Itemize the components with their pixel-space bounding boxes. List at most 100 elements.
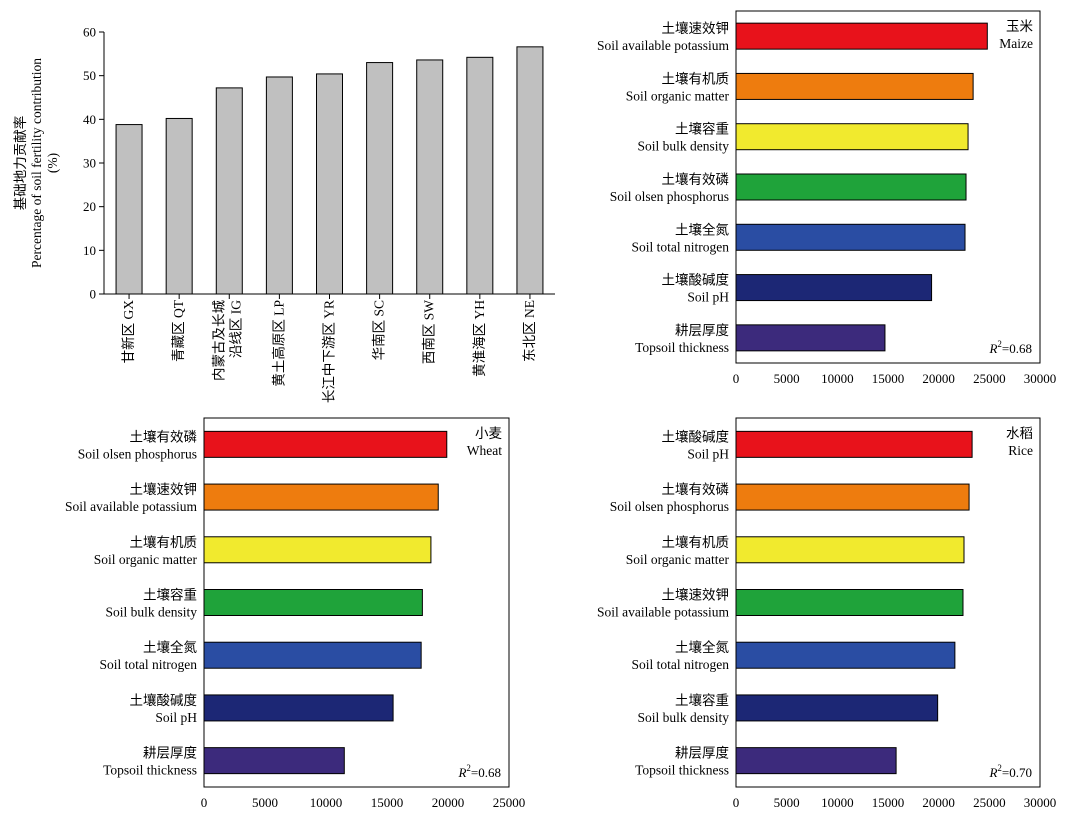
bar-soil-bulk-density: [735, 694, 939, 722]
bar-soil-olsen-phosphorus: [735, 483, 970, 511]
x-category-code: LP: [271, 300, 286, 316]
bar-soil-bulk-density: [203, 589, 423, 616]
x-tick-label: 15000: [371, 795, 404, 810]
bar-yr: [316, 73, 343, 295]
bar-topsoil-thickness: [735, 324, 886, 352]
x-category-label: 内蒙古及长城 沿线区 IG: [211, 300, 243, 381]
bar-soil-total-nitrogen: [735, 641, 956, 669]
x-category-zh-line1: 内蒙古及长城: [211, 300, 226, 381]
bar-qt: [165, 117, 193, 295]
r-squared-value: =0.68: [1002, 341, 1032, 356]
bar-soil-organic-matter: [203, 536, 432, 564]
category-label-en: Soil olsen phosphorus: [610, 189, 729, 204]
category-label-zh: 土壤有效磷: [662, 171, 730, 187]
y-tick-label: 20: [83, 199, 96, 214]
category-label-en: Soil bulk density: [105, 605, 197, 620]
x-category-label: 华南区 SC: [372, 300, 387, 360]
x-tick-label: 15000: [872, 795, 905, 810]
r-squared-value: =0.70: [1002, 765, 1032, 780]
bar-soil-available-potassium: [735, 589, 964, 616]
y-tick-label: 40: [83, 112, 96, 127]
y-axis-label-line: 基础地力贡献率: [12, 116, 28, 211]
bar-ig: [215, 87, 243, 295]
category-label-en: Soil available potassium: [65, 499, 197, 514]
panel-title-zh: 玉米: [1006, 19, 1034, 34]
r-squared-annotation: R2=0.70: [988, 763, 1032, 780]
category-label-en: Soil pH: [687, 446, 729, 461]
category-label-zh: 土壤速效钾: [662, 20, 730, 36]
category-label-zh: 土壤速效钾: [662, 587, 730, 603]
x-category-label: 黄土高原区 LP: [270, 300, 286, 387]
category-label-zh: 土壤容重: [675, 121, 729, 137]
chart-wheat: 0 5000 10000 15000 20000 25000 土壤有效磷 Soil olsen…: [65, 417, 526, 810]
x-tick-label: 5000: [252, 795, 278, 810]
x-tick-label: 5000: [774, 795, 800, 810]
x-category-code: YR: [322, 300, 337, 319]
bar-sc: [366, 62, 394, 295]
x-tick-label: 10000: [821, 795, 854, 810]
y-tick-label: 10: [83, 243, 96, 258]
bar-gx: [115, 124, 143, 295]
category-label-zh: 土壤酸碱度: [130, 692, 198, 708]
bar-soil-ph: [203, 694, 394, 722]
x-category-label: 长江中下游区 YR: [322, 300, 337, 403]
category-label-en: Soil olsen phosphorus: [78, 446, 197, 461]
x-category-label: 甘新区 GX: [121, 300, 136, 364]
category-label-zh: 土壤有机质: [662, 534, 730, 550]
category-label-en: Soil total nitrogen: [632, 239, 730, 254]
x-tick-label: 25000: [973, 371, 1006, 386]
bar-soil-ph: [735, 430, 973, 458]
category-label-en: Soil available potassium: [597, 605, 729, 620]
bar-soil-organic-matter: [735, 72, 974, 100]
r-squared-exponent: 2: [997, 763, 1002, 773]
x-tick-label: 30000: [1024, 371, 1057, 386]
category-label-en: Soil olsen phosphorus: [610, 499, 729, 514]
panel-title-en: Maize: [999, 36, 1033, 51]
bar-topsoil-thickness: [735, 747, 897, 775]
bar-lp: [265, 76, 293, 295]
x-tick-label: 15000: [872, 371, 905, 386]
category-label-zh: 土壤有机质: [662, 70, 730, 86]
x-tick-label: 10000: [310, 795, 343, 810]
bar-soil-available-potassium: [203, 483, 439, 511]
x-category-zh-line2: 沿线区 IG: [228, 300, 243, 358]
panel-title-zh: 小麦: [475, 426, 502, 441]
category-label-en: Soil pH: [155, 710, 197, 725]
category-label-en: Soil bulk density: [637, 710, 729, 725]
category-label-zh: 土壤酸碱度: [662, 272, 730, 288]
bar-soil-bulk-density: [735, 123, 969, 151]
x-tick-label: 5000: [774, 371, 800, 386]
x-category-zh: 黄土高原区: [270, 316, 286, 387]
x-category-code: GX: [121, 300, 136, 320]
category-label-zh: 土壤有效磷: [662, 481, 730, 497]
x-tick-label: 10000: [821, 371, 854, 386]
category-label-zh: 耕层厚度: [143, 745, 197, 761]
chart-regional-contribution: 0 10 20 30 40 50 60 甘新区 GX 青藏区 QT 内蒙古及长城 沿线区 IG 黄土高…: [12, 25, 555, 403]
category-label-zh: 土壤全氮: [675, 639, 729, 655]
x-tick-label: 25000: [493, 795, 526, 810]
x-category-code: SC: [372, 300, 387, 317]
x-category-label: 青藏区 QT: [171, 299, 186, 362]
x-category-code: QT: [171, 299, 186, 318]
category-label-zh: 土壤容重: [675, 692, 729, 708]
chart-rice: 0 5000 10000 15000 20000 25000 30000 土壤酸碱度 Soil …: [597, 417, 1056, 810]
r-squared-symbol: R: [988, 765, 997, 780]
y-tick-label: 30: [83, 156, 96, 171]
x-category-code: SW: [422, 300, 437, 321]
bar-soil-olsen-phosphorus: [735, 173, 967, 201]
r-squared-exponent: 2: [997, 339, 1002, 349]
bar-yh: [466, 56, 494, 295]
category-label-zh: 土壤容重: [143, 587, 197, 603]
r-squared-symbol: R: [457, 765, 466, 780]
bar-soil-available-potassium: [735, 22, 988, 50]
x-tick-label: 25000: [973, 795, 1006, 810]
x-category-zh: 东北区: [522, 318, 537, 362]
x-tick-label: 20000: [922, 371, 955, 386]
bar-sw: [416, 59, 444, 295]
panel-title-en: Rice: [1008, 443, 1033, 458]
x-category-label: 黄淮海区 YH: [472, 300, 487, 377]
x-tick-label: 0: [733, 371, 740, 386]
category-label-en: Soil pH: [687, 290, 729, 305]
bar-topsoil-thickness: [203, 747, 345, 775]
r-squared-exponent: 2: [466, 763, 471, 773]
